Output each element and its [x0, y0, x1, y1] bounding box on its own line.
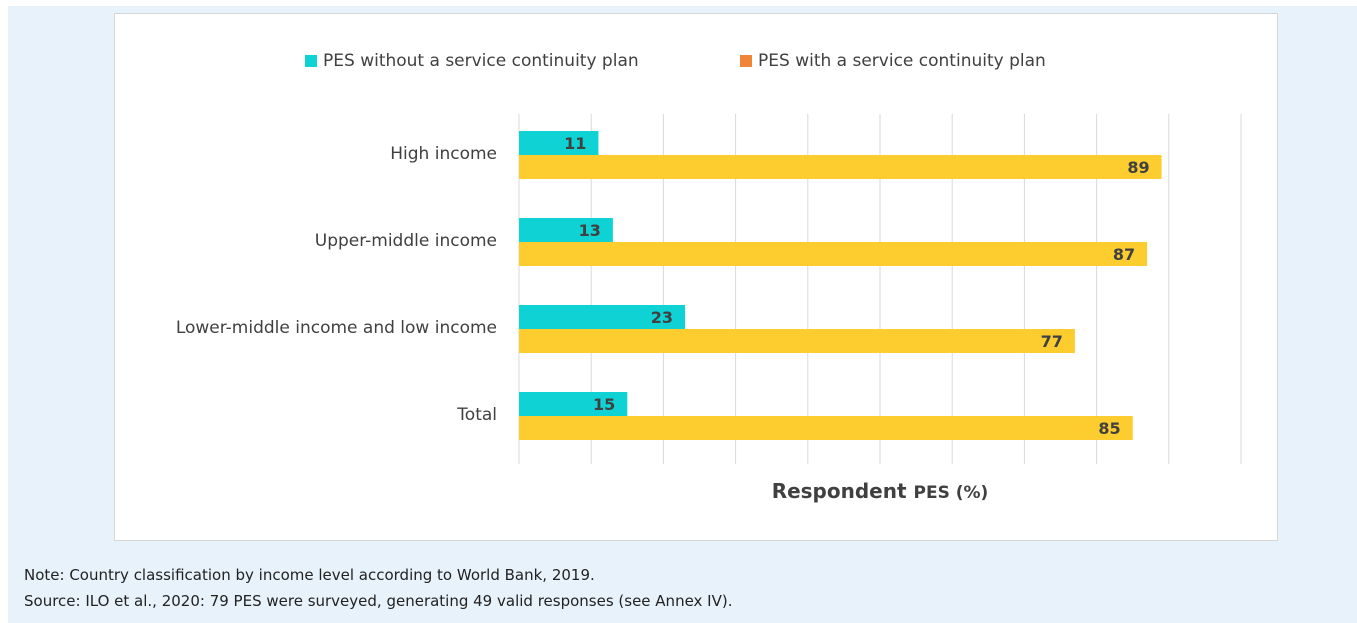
x-axis-title-part: Respondent	[772, 479, 914, 503]
category-label: Upper-middle income	[315, 231, 497, 251]
category-label: High income	[390, 144, 497, 164]
bar-without-plan	[519, 305, 686, 329]
data-label: 11	[564, 134, 586, 153]
bar-without-plan	[519, 392, 628, 416]
category-label: Total	[456, 405, 497, 425]
bar-with-plan	[519, 242, 1148, 266]
data-label: 87	[1113, 245, 1135, 264]
legend-swatch-with-plan	[740, 55, 752, 67]
legend-label-without-plan: PES without a service continuity plan	[323, 51, 639, 71]
data-label: 85	[1098, 419, 1120, 438]
note-text: Note: Country classification by income l…	[24, 566, 595, 584]
data-label: 13	[579, 221, 601, 240]
data-label: 23	[651, 308, 673, 327]
bar-without-plan	[519, 131, 599, 155]
figure-notes: Note: Country classification by income l…	[24, 562, 733, 614]
legend-label-with-plan: PES with a service continuity plan	[758, 51, 1046, 71]
x-axis-title-part: PES (%)	[914, 483, 989, 503]
bar-with-plan	[519, 155, 1162, 179]
source-text: Source: ILO et al., 2020: 79 PES were su…	[24, 592, 733, 610]
bar-chart: High income 11 89 Upper-middle income 13 87 Lo…	[176, 114, 1242, 503]
bar-without-plan	[519, 218, 613, 242]
legend-item-with-plan: PES with a service continuity plan	[740, 51, 1046, 71]
bar-with-plan	[519, 416, 1133, 440]
bar-with-plan	[519, 329, 1075, 353]
x-axis-title: Respondent PES (%)	[772, 479, 989, 503]
figure-panel: PES without a service continuity plan PE…	[8, 6, 1357, 623]
data-label: 89	[1127, 158, 1149, 177]
data-label: 77	[1041, 332, 1063, 351]
category-label: Lower-middle income and low income	[176, 318, 497, 338]
legend-swatch-without-plan	[305, 55, 317, 67]
chart-area	[114, 13, 1278, 541]
legend-item-without-plan: PES without a service continuity plan	[305, 51, 639, 71]
data-label: 15	[593, 395, 615, 414]
